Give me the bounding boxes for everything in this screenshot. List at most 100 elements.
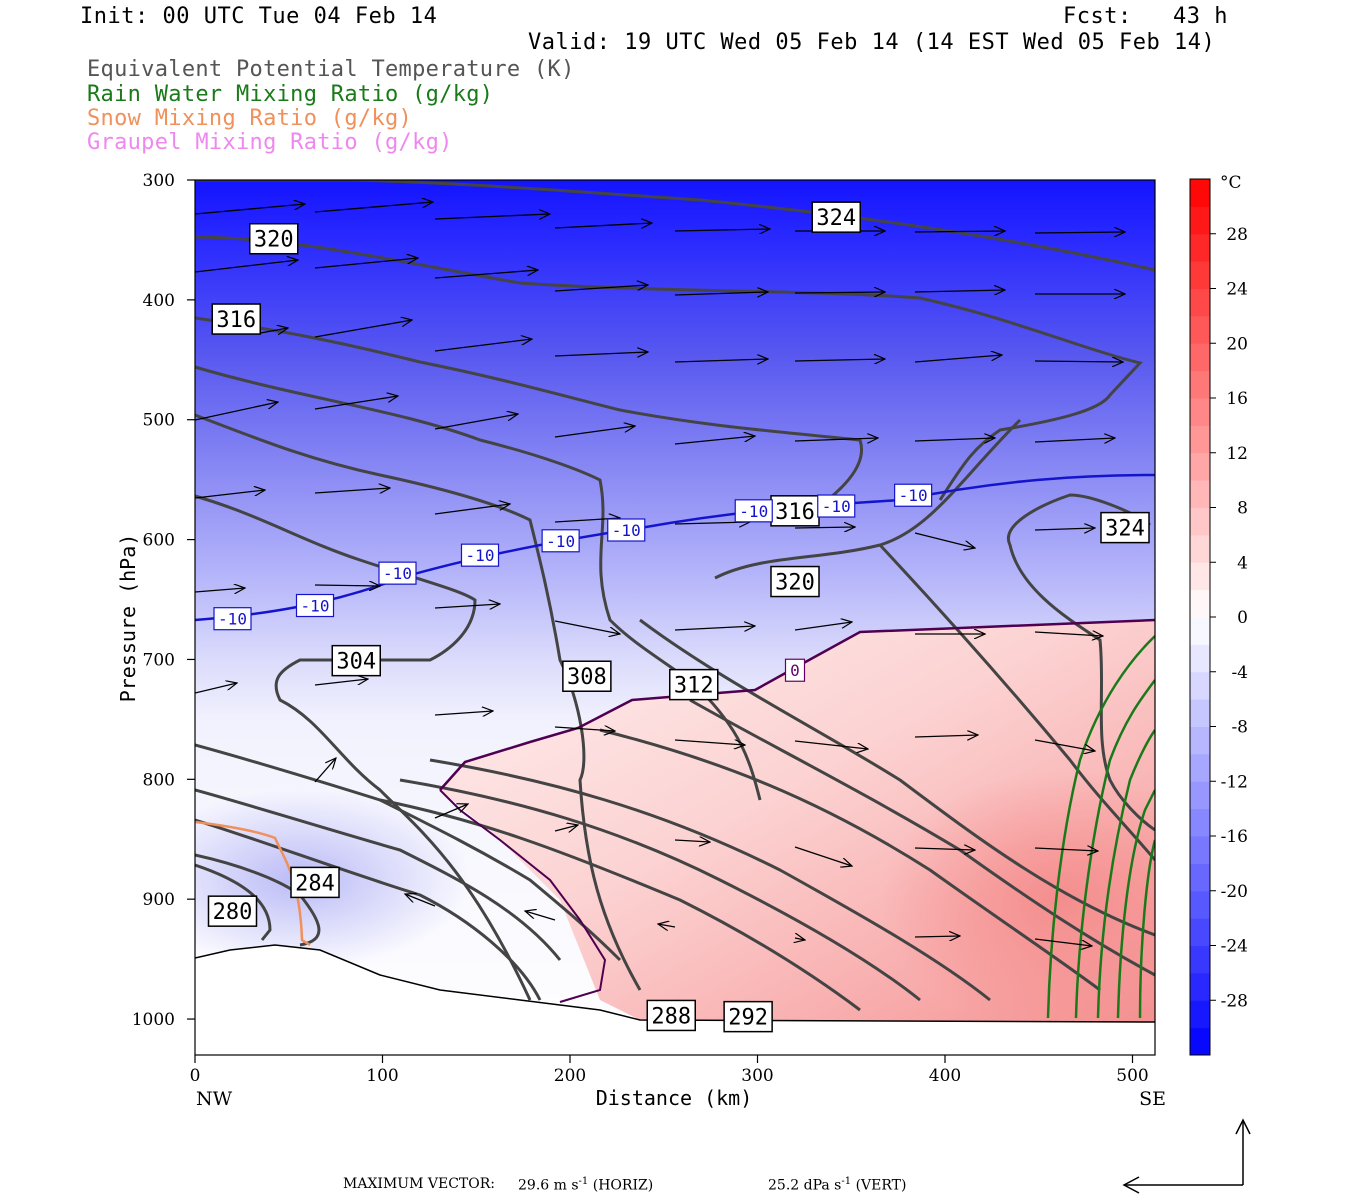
isotherm-label-box <box>817 494 856 518</box>
colorbar-label: -24 <box>1221 937 1248 957</box>
colorbar: 28 24 20 16 12 8 4 0 -4 -8 -12 -16 -20 -24 -28 °C <box>1189 173 1248 1056</box>
theta-e-label: 284 <box>295 871 335 896</box>
colorbar-label: 20 <box>1226 334 1248 354</box>
theta-e-label: 280 <box>213 900 253 925</box>
isotherm-label: -10 <box>218 610 247 629</box>
isotherm-label-box <box>295 593 335 618</box>
isotherm-0-lower <box>439 789 607 1003</box>
y-tick-label: 900 <box>143 890 175 910</box>
colorbar-bin <box>1190 480 1210 508</box>
theta-e-label-box <box>1100 511 1150 544</box>
x-tick-label: 100 <box>366 1066 398 1086</box>
x-axis-right-end-label: SE <box>1139 1088 1166 1110</box>
isotherm-label: -10 <box>466 546 495 565</box>
colorbar-bin <box>1190 288 1210 317</box>
colorbar-bin <box>1190 863 1210 892</box>
theta-e-label: 292 <box>728 1006 768 1031</box>
colorbar-bin <box>1190 179 1210 207</box>
colorbar-bin <box>1190 534 1210 563</box>
colorbar-bin <box>1190 836 1210 864</box>
colorbar-bin <box>1190 507 1210 536</box>
isotherm-label: -10 <box>301 597 330 616</box>
isotherm-label-box <box>460 543 500 567</box>
legend-graupel: Graupel Mixing Ratio (g/kg) <box>87 130 453 155</box>
colorbar-bin <box>1190 589 1210 618</box>
colorbar-label: 4 <box>1237 553 1248 573</box>
colorbar-label: 8 <box>1237 499 1248 519</box>
isotherm-label: -10 <box>383 564 412 583</box>
theta-e-label-box <box>723 1000 773 1033</box>
terrain-outline <box>195 944 1155 1023</box>
x-tick-label: 500 <box>1116 1066 1148 1086</box>
max-vector-label: MAXIMUM VECTOR: <box>343 1176 495 1192</box>
valid-time: Valid: 19 UTC Wed 05 Feb 14 (14 EST Wed … <box>528 30 1216 55</box>
colorbar-label: -28 <box>1221 991 1248 1011</box>
y-tick-label: 300 <box>143 171 175 191</box>
isotherm-label-box <box>541 529 580 553</box>
theta-e-label-box <box>770 565 820 598</box>
colorbar-bin <box>1190 343 1210 372</box>
colorbar-bin <box>1190 617 1210 645</box>
theta-e-label: 324 <box>816 206 856 231</box>
x-axis-title: Distance (km) <box>596 1086 753 1110</box>
theta-e-label: 324 <box>1105 517 1145 542</box>
colorbar-unit: °C <box>1220 173 1242 193</box>
theta-e-contours <box>195 180 1155 1012</box>
colorbar-bin <box>1190 452 1210 481</box>
y-axis-title: Pressure (hPa) <box>116 534 140 703</box>
theta-e-label: 304 <box>336 650 376 675</box>
theta-e-label-box <box>646 999 696 1032</box>
y-tick-label: 800 <box>143 770 175 790</box>
theta-e-label-box <box>811 201 861 233</box>
y-axis: 300 400 500 600 700 800 900 1000 <box>132 171 195 1030</box>
isotherm-label: 0 <box>790 661 800 680</box>
isotherm-label: -10 <box>822 497 851 516</box>
x-tick-label: 0 <box>190 1066 201 1086</box>
y-tick-label: 500 <box>143 411 175 431</box>
theta-e-label: 312 <box>674 674 714 699</box>
x-tick-label: 400 <box>929 1066 961 1086</box>
legend-theta-e: Equivalent Potential Temperature (K) <box>87 57 575 82</box>
vector-scale-arrows <box>1122 1118 1251 1194</box>
colorbar-bin <box>1190 699 1210 727</box>
colorbar-bin <box>1190 890 1210 919</box>
legend-rain: Rain Water Mixing Ratio (g/kg) <box>87 82 494 107</box>
isotherm-label-box <box>378 561 417 585</box>
colorbar-bin <box>1190 753 1210 782</box>
colorbar-label: -16 <box>1221 827 1248 847</box>
colorbar-label: -20 <box>1221 882 1248 902</box>
colorbar-bin <box>1190 233 1210 262</box>
colorbar-bin <box>1190 945 1210 974</box>
y-tick-label: 1000 <box>132 1010 175 1030</box>
colorbar-bin <box>1190 644 1210 673</box>
isotherm-label-box <box>894 483 933 507</box>
theta-e-label-box <box>669 668 719 701</box>
isotherm-label: -10 <box>899 486 928 505</box>
y-tick-label: 700 <box>143 650 175 670</box>
isotherm-label: -10 <box>739 502 768 521</box>
y-tick-label: 600 <box>143 531 175 551</box>
isotherm-label-box <box>784 658 806 682</box>
x-tick-label: 200 <box>554 1066 586 1086</box>
colorbar-bin <box>1190 1027 1210 1056</box>
colorbar-bin <box>1190 671 1210 700</box>
y-tick-label: 400 <box>143 291 175 311</box>
colorbar-bin <box>1190 425 1210 454</box>
colorbar-bin <box>1190 206 1210 235</box>
theta-e-label: 320 <box>254 228 294 253</box>
colorbar-bin <box>1190 808 1210 837</box>
colorbar-bin <box>1190 972 1210 1001</box>
terrain <box>195 945 1155 1055</box>
colorbar-bin <box>1190 315 1210 344</box>
init-time: Init: 00 UTC Tue 04 Feb 14 <box>80 4 438 29</box>
colorbar-label: 0 <box>1237 608 1248 628</box>
colorbar-bin <box>1190 781 1210 810</box>
colorbar-label: -8 <box>1231 718 1248 738</box>
colorbar-label: 24 <box>1226 280 1248 300</box>
contour-labels: 324 320 316 316 324 320 304 308 312 284 280 288 292 -… <box>207 201 1150 1033</box>
isotherm-label-box <box>607 518 646 542</box>
colorbar-label: 12 <box>1226 444 1248 464</box>
plot-frame <box>194 179 1156 1056</box>
colorbar-label: -4 <box>1231 663 1248 683</box>
